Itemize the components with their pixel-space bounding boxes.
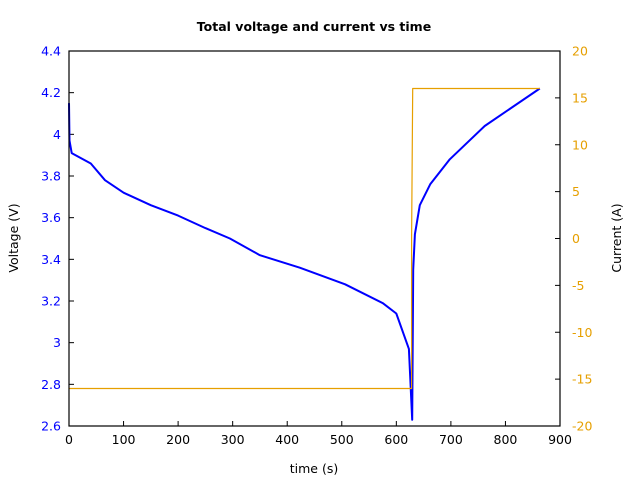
- data-lines: [68, 87, 541, 421]
- y-tick-label: 2.8: [41, 377, 61, 392]
- chart-title: Total voltage and current vs time: [197, 19, 431, 34]
- y2-tick-label: 15: [572, 90, 588, 105]
- y2-tick-label: 20: [572, 44, 588, 59]
- x-axis-label: time (s): [290, 461, 338, 476]
- x-tick-label: 700: [439, 432, 463, 447]
- y-tick-label: 4.2: [41, 85, 61, 100]
- x-tick-label: 500: [330, 432, 354, 447]
- y2-tick-label: 5: [572, 184, 580, 199]
- voltage-line: [68, 87, 541, 421]
- y2-tick-label: -15: [572, 372, 592, 387]
- x-tick-label: 300: [221, 432, 245, 447]
- y2-tick-label: -10: [572, 325, 592, 340]
- y-tick-label: 3: [53, 335, 61, 350]
- plot-frame: [68, 50, 561, 427]
- y-tick-label: 3.4: [41, 252, 61, 267]
- y-tick-label: 3.8: [41, 169, 61, 184]
- y-tick-label: 4: [53, 127, 61, 142]
- y2-axis-label: Current (A): [609, 203, 624, 272]
- x-tick-label: 900: [548, 432, 572, 447]
- y2-tick-label: 10: [572, 137, 588, 152]
- y2-tick-label: -5: [572, 278, 584, 293]
- y-axis-label: Voltage (V): [6, 203, 21, 272]
- y2-tick-label: 0: [572, 231, 580, 246]
- y-tick-label: 3.6: [41, 210, 61, 225]
- axis-ticks: 0 100 200 300 400 500 600 700 800 9002.62.833.23.…: [41, 44, 592, 448]
- y2-tick-label: -20: [572, 419, 592, 434]
- x-tick-label: 100: [112, 432, 136, 447]
- x-tick-label: 400: [275, 432, 299, 447]
- x-tick-label: 0: [65, 432, 73, 447]
- x-tick-label: 600: [384, 432, 408, 447]
- x-tick-label: 200: [166, 432, 190, 447]
- current-line: [69, 87, 540, 390]
- y-tick-label: 4.4: [41, 44, 61, 59]
- x-tick-label: 800: [494, 432, 518, 447]
- y-tick-label: 3.2: [41, 294, 61, 309]
- y-tick-label: 2.6: [41, 419, 61, 434]
